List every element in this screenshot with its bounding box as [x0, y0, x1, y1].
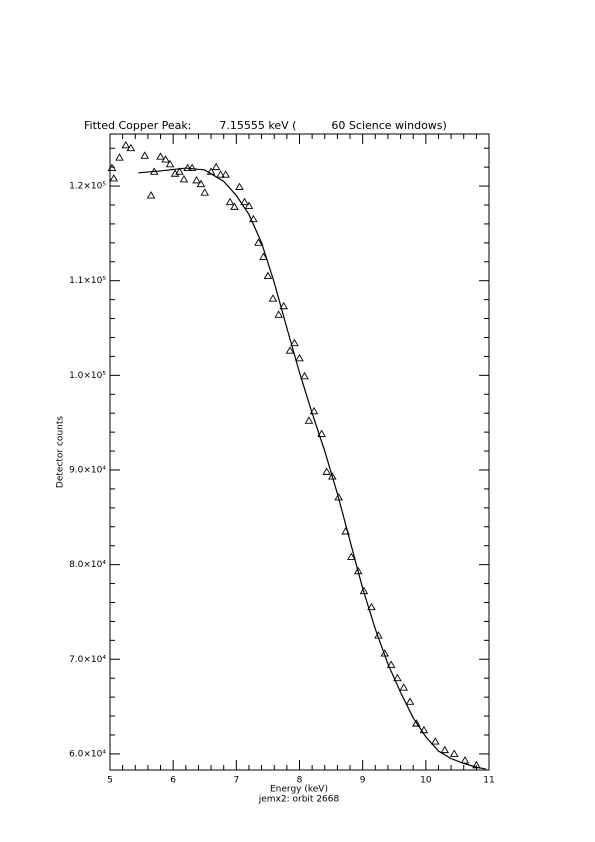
data-point: [244, 201, 254, 209]
data-point: [449, 749, 459, 757]
x-tick-label: 10: [420, 776, 432, 786]
data-point: [230, 202, 239, 210]
data-point: [109, 174, 119, 182]
data-point: [386, 660, 396, 668]
data-point: [393, 673, 402, 682]
data-point: [254, 238, 263, 246]
data-point: [279, 301, 288, 310]
data-point: [304, 416, 314, 424]
data-point: [196, 179, 206, 188]
y-tick-label: 9.0×10⁴: [69, 465, 106, 475]
data-point: [268, 294, 278, 302]
data-point: [440, 745, 450, 754]
data-point: [192, 175, 201, 184]
data-point: [221, 170, 230, 178]
data-point: [285, 346, 295, 354]
data-point: [161, 155, 170, 163]
data-point: [156, 152, 165, 160]
data-point: [115, 153, 124, 161]
data-point: [179, 175, 189, 183]
data-point: [405, 697, 415, 705]
y-tick-label: 6.0×10⁴: [69, 749, 106, 759]
data-point: [295, 353, 304, 362]
data-point: [140, 151, 150, 159]
data-point: [412, 719, 421, 727]
data-point: [367, 602, 376, 611]
y-tick-label: 1.2×10⁵: [69, 182, 106, 192]
data-point: [347, 552, 356, 561]
data-point: [328, 472, 337, 480]
data-point: [200, 188, 210, 196]
data-point: [290, 338, 299, 347]
data-point: [235, 182, 244, 190]
data-point: [126, 143, 136, 152]
data-point: [165, 159, 175, 168]
y-tick-label: 1.0×10⁵: [69, 371, 106, 381]
data-point: [274, 310, 283, 318]
data-point: [419, 725, 429, 734]
x-tick-label: 9: [360, 776, 366, 786]
data-point: [460, 756, 470, 764]
data-point: [225, 197, 235, 206]
x-tick-label: 7: [233, 776, 239, 786]
fit-line: [138, 167, 486, 770]
data-point: [121, 140, 131, 149]
data-point: [107, 163, 117, 172]
data-point: [240, 197, 249, 206]
x-tick-label: 5: [107, 776, 113, 786]
subtitle: jemx2: orbit 2668: [258, 795, 340, 805]
data-point: [431, 737, 440, 745]
data-point: [146, 191, 156, 199]
data-point: [187, 163, 197, 172]
data-point: [309, 406, 319, 415]
chart-title: Fitted Copper Peak: 7.15555 keV ( 60 Sci…: [84, 119, 447, 132]
y-tick-label: 1.1×10⁵: [69, 276, 106, 286]
y-tick-label: 8.0×10⁴: [69, 560, 106, 570]
data-point: [211, 162, 221, 171]
x-tick-label: 8: [297, 776, 303, 786]
data-point: [263, 271, 273, 279]
data-point: [249, 214, 258, 223]
data-point: [300, 371, 309, 380]
data-point: [175, 167, 184, 175]
y-axis-label: Detector counts: [56, 416, 66, 488]
data-point: [322, 467, 331, 475]
y-tick-label: 7.0×10⁴: [69, 655, 106, 665]
x-tick-label: 11: [483, 776, 494, 786]
data-point: [317, 429, 326, 437]
data-point: [399, 683, 409, 691]
x-axis-label: Energy (keV): [270, 785, 328, 795]
data-point: [216, 170, 225, 178]
x-tick-label: 6: [170, 776, 176, 786]
data-point: [259, 252, 268, 260]
